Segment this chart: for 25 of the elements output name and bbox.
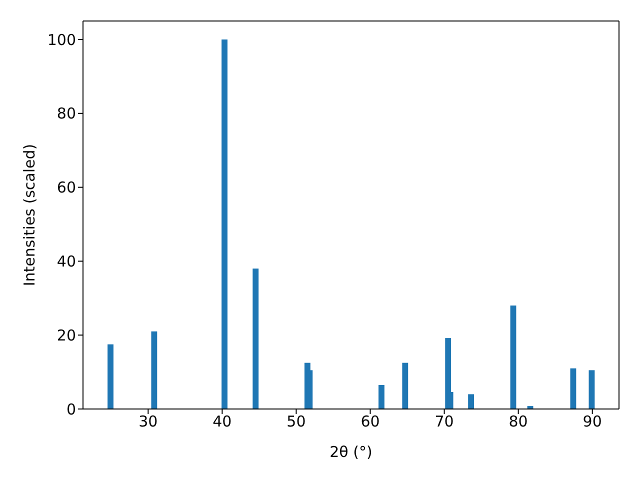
bar [588, 370, 595, 409]
y-tick-label: 60 [56, 178, 76, 197]
y-tick-label: 80 [56, 104, 76, 123]
y-tick-label: 20 [56, 326, 76, 344]
bar [151, 331, 158, 409]
bar [108, 344, 114, 409]
x-tick-label: 90 [582, 412, 602, 431]
y-tick-label: 100 [47, 30, 76, 49]
bar [222, 39, 228, 409]
bar [252, 268, 259, 409]
y-axis-title: Intensities (scaled) [20, 144, 38, 286]
x-tick-label: 60 [360, 412, 380, 431]
bar [468, 394, 474, 409]
bar [570, 368, 576, 409]
x-tick-label: 50 [286, 412, 306, 431]
x-tick-label: 70 [434, 412, 454, 431]
x-axis-title: 2θ (°) [330, 443, 372, 461]
x-tick-label: 80 [508, 412, 528, 431]
bar [402, 362, 408, 409]
y-tick-label: 0 [66, 400, 76, 418]
bar [378, 384, 384, 409]
y-tick-label: 40 [56, 252, 76, 271]
x-tick-label: 30 [138, 412, 158, 431]
x-tick-label: 40 [212, 412, 232, 431]
bar [510, 306, 516, 409]
